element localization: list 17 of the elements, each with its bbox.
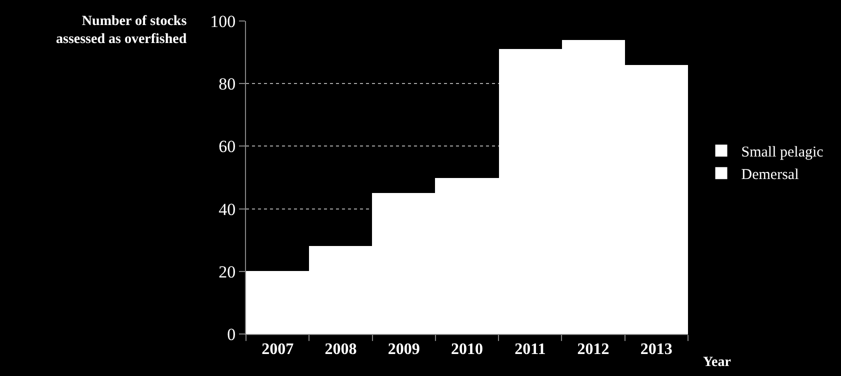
x-tick-label: 2010	[451, 341, 483, 358]
y-tick-label: 100	[210, 12, 236, 31]
x-axis-title: Year	[703, 355, 731, 370]
x-tick-label: 2011	[514, 341, 546, 358]
x-tick-label: 2009	[388, 341, 420, 358]
x-tick-label: 2012	[577, 341, 610, 358]
y-tick-label: 0	[227, 324, 236, 344]
x-tick-label: 2013	[640, 341, 672, 358]
y-tick-label: 40	[218, 200, 236, 219]
legend-label: Small pelagic	[741, 144, 824, 160]
y-tick-label: 60	[218, 137, 236, 156]
legend-label: Demersal	[741, 166, 799, 183]
x-tick-label: 2007	[262, 341, 294, 358]
y-tick-label: 20	[218, 262, 236, 282]
y-axis-title: Number of stocks assessed as overfished	[56, 14, 188, 48]
x-tick-label: 2008	[324, 341, 357, 358]
y-tick-label: 80	[218, 74, 236, 94]
